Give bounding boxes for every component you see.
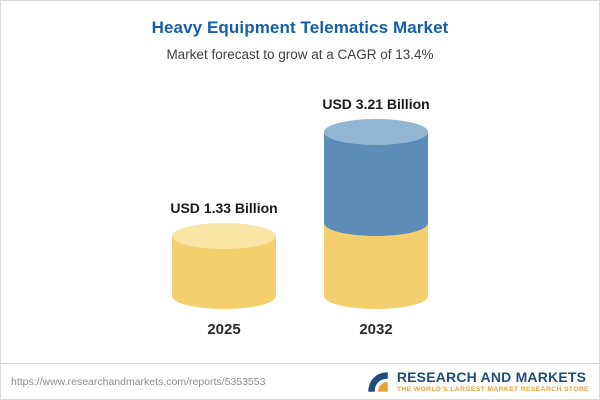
brand-name: RESEARCH AND MARKETS — [396, 368, 587, 385]
value-label-2032: USD 3.21 Billion — [322, 96, 430, 112]
brand-text: RESEARCH AND MARKETS THE WORLD'S LARGEST… — [396, 368, 589, 394]
value-label-2025: USD 1.33 Billion — [170, 200, 278, 216]
bar-group-2032: USD 3.21 Billion 2032 — [322, 96, 430, 338]
year-label-2032: 2032 — [359, 321, 393, 338]
bar-2032-cylinder — [324, 119, 428, 309]
year-label-2025: 2025 — [207, 321, 241, 338]
bar-2032-growth-body — [324, 132, 428, 236]
brand-tagline: THE WORLD'S LARGEST MARKET RESEARCH STOR… — [396, 386, 589, 394]
bar-2025-top-cap — [172, 223, 276, 249]
chart-header: Heavy Equipment Telematics Market Market… — [1, 1, 599, 62]
chart-subtitle: Market forecast to grow at a CAGR of 13.… — [166, 47, 434, 62]
bar-group-2025: USD 1.33 Billion 2025 — [170, 200, 278, 338]
bar-chart: USD 1.33 Billion 2025 USD 3.21 Billion 2… — [1, 86, 599, 338]
bar-2032-top-cap — [324, 119, 428, 145]
footer: https://www.researchandmarkets.com/repor… — [1, 363, 599, 399]
brand-logo: RESEARCH AND MARKETS THE WORLD'S LARGEST… — [365, 369, 589, 395]
research-and-markets-logo-icon — [368, 371, 388, 392]
bar-2025-cylinder — [172, 223, 276, 309]
bar-2032-growth-segment — [324, 119, 428, 236]
chart-title: Heavy Equipment Telematics Market — [151, 18, 449, 37]
report-url: https://www.researchandmarkets.com/repor… — [11, 375, 266, 388]
